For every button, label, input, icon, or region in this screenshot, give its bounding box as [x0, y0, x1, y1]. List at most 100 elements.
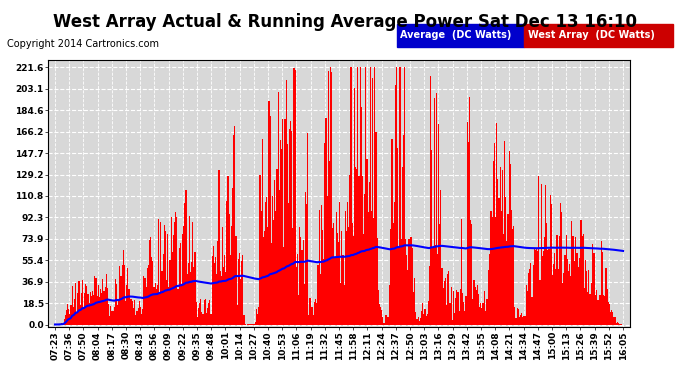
Bar	[380, 307, 381, 324]
Bar	[70, 305, 72, 324]
Bar	[163, 254, 164, 324]
Bar	[235, 236, 237, 324]
Bar	[239, 253, 240, 324]
Bar	[596, 290, 598, 324]
Bar	[394, 202, 395, 324]
Bar	[486, 299, 487, 324]
Bar	[507, 214, 509, 324]
Bar	[141, 314, 142, 324]
Text: West Array Actual & Running Average Power Sat Dec 13 16:10: West Array Actual & Running Average Powe…	[53, 13, 637, 31]
Bar	[225, 272, 226, 324]
Bar	[429, 266, 430, 324]
Bar	[81, 293, 82, 324]
Bar	[97, 296, 98, 324]
Bar	[135, 315, 137, 324]
Bar	[591, 283, 592, 324]
Bar	[555, 268, 556, 324]
Bar	[449, 303, 451, 324]
Bar	[506, 241, 508, 324]
Bar	[304, 284, 305, 324]
Bar	[396, 68, 397, 324]
Bar	[61, 323, 62, 324]
Bar	[286, 144, 288, 324]
Bar	[551, 204, 552, 324]
Bar	[193, 267, 195, 324]
Bar	[290, 121, 291, 324]
Bar	[569, 264, 570, 324]
Bar	[217, 241, 218, 324]
Bar	[503, 234, 504, 324]
Bar	[561, 212, 562, 324]
Bar	[90, 292, 91, 324]
Bar	[299, 227, 300, 324]
Bar	[153, 286, 155, 324]
Bar	[146, 287, 147, 324]
Bar	[442, 268, 443, 324]
Bar	[333, 224, 335, 324]
Bar	[586, 271, 587, 324]
Bar	[558, 269, 559, 324]
Bar	[457, 292, 459, 324]
Bar	[344, 285, 345, 324]
Bar	[128, 289, 130, 324]
Bar	[357, 68, 358, 324]
Bar	[100, 289, 101, 324]
Bar	[66, 309, 67, 324]
Bar	[274, 180, 275, 324]
Bar	[479, 307, 480, 324]
Bar	[487, 299, 488, 324]
Bar	[160, 222, 161, 324]
Bar	[472, 300, 473, 324]
Bar	[423, 314, 424, 324]
Bar	[228, 214, 230, 324]
Bar	[585, 260, 586, 324]
Bar	[183, 226, 184, 324]
Bar	[575, 253, 577, 324]
Bar	[545, 184, 546, 324]
Bar	[223, 267, 224, 324]
Bar	[356, 169, 357, 324]
Bar	[202, 314, 204, 324]
Bar	[127, 268, 128, 324]
Bar	[612, 312, 613, 324]
Bar	[484, 291, 485, 324]
Bar	[536, 249, 537, 324]
Bar	[260, 211, 262, 324]
Bar	[147, 268, 148, 324]
Bar	[288, 203, 289, 324]
Text: Copyright 2014 Cartronics.com: Copyright 2014 Cartronics.com	[7, 39, 159, 50]
Bar	[410, 237, 411, 324]
Bar	[104, 291, 105, 324]
Bar	[530, 263, 531, 324]
Bar	[459, 311, 460, 324]
Bar	[328, 71, 329, 324]
Bar	[305, 192, 306, 324]
Bar	[133, 308, 134, 324]
Bar	[335, 212, 337, 324]
Bar	[463, 302, 464, 324]
Bar	[150, 237, 151, 324]
Bar	[123, 250, 124, 324]
Bar	[172, 252, 173, 324]
Bar	[88, 303, 90, 324]
Bar	[444, 281, 445, 324]
Bar	[370, 68, 371, 324]
Bar	[571, 221, 573, 324]
Bar	[69, 314, 70, 324]
Bar	[589, 294, 591, 324]
Bar	[68, 309, 69, 324]
Bar	[337, 233, 338, 324]
Bar	[167, 234, 168, 324]
Bar	[556, 235, 558, 324]
Bar	[233, 135, 235, 324]
Bar	[573, 261, 575, 324]
Bar	[281, 149, 282, 324]
Bar	[395, 85, 396, 324]
Bar	[191, 262, 193, 324]
Bar	[348, 226, 349, 324]
Bar	[110, 306, 111, 324]
Bar	[342, 255, 344, 324]
Bar	[75, 283, 76, 324]
Bar	[98, 285, 99, 324]
Bar	[256, 309, 257, 324]
